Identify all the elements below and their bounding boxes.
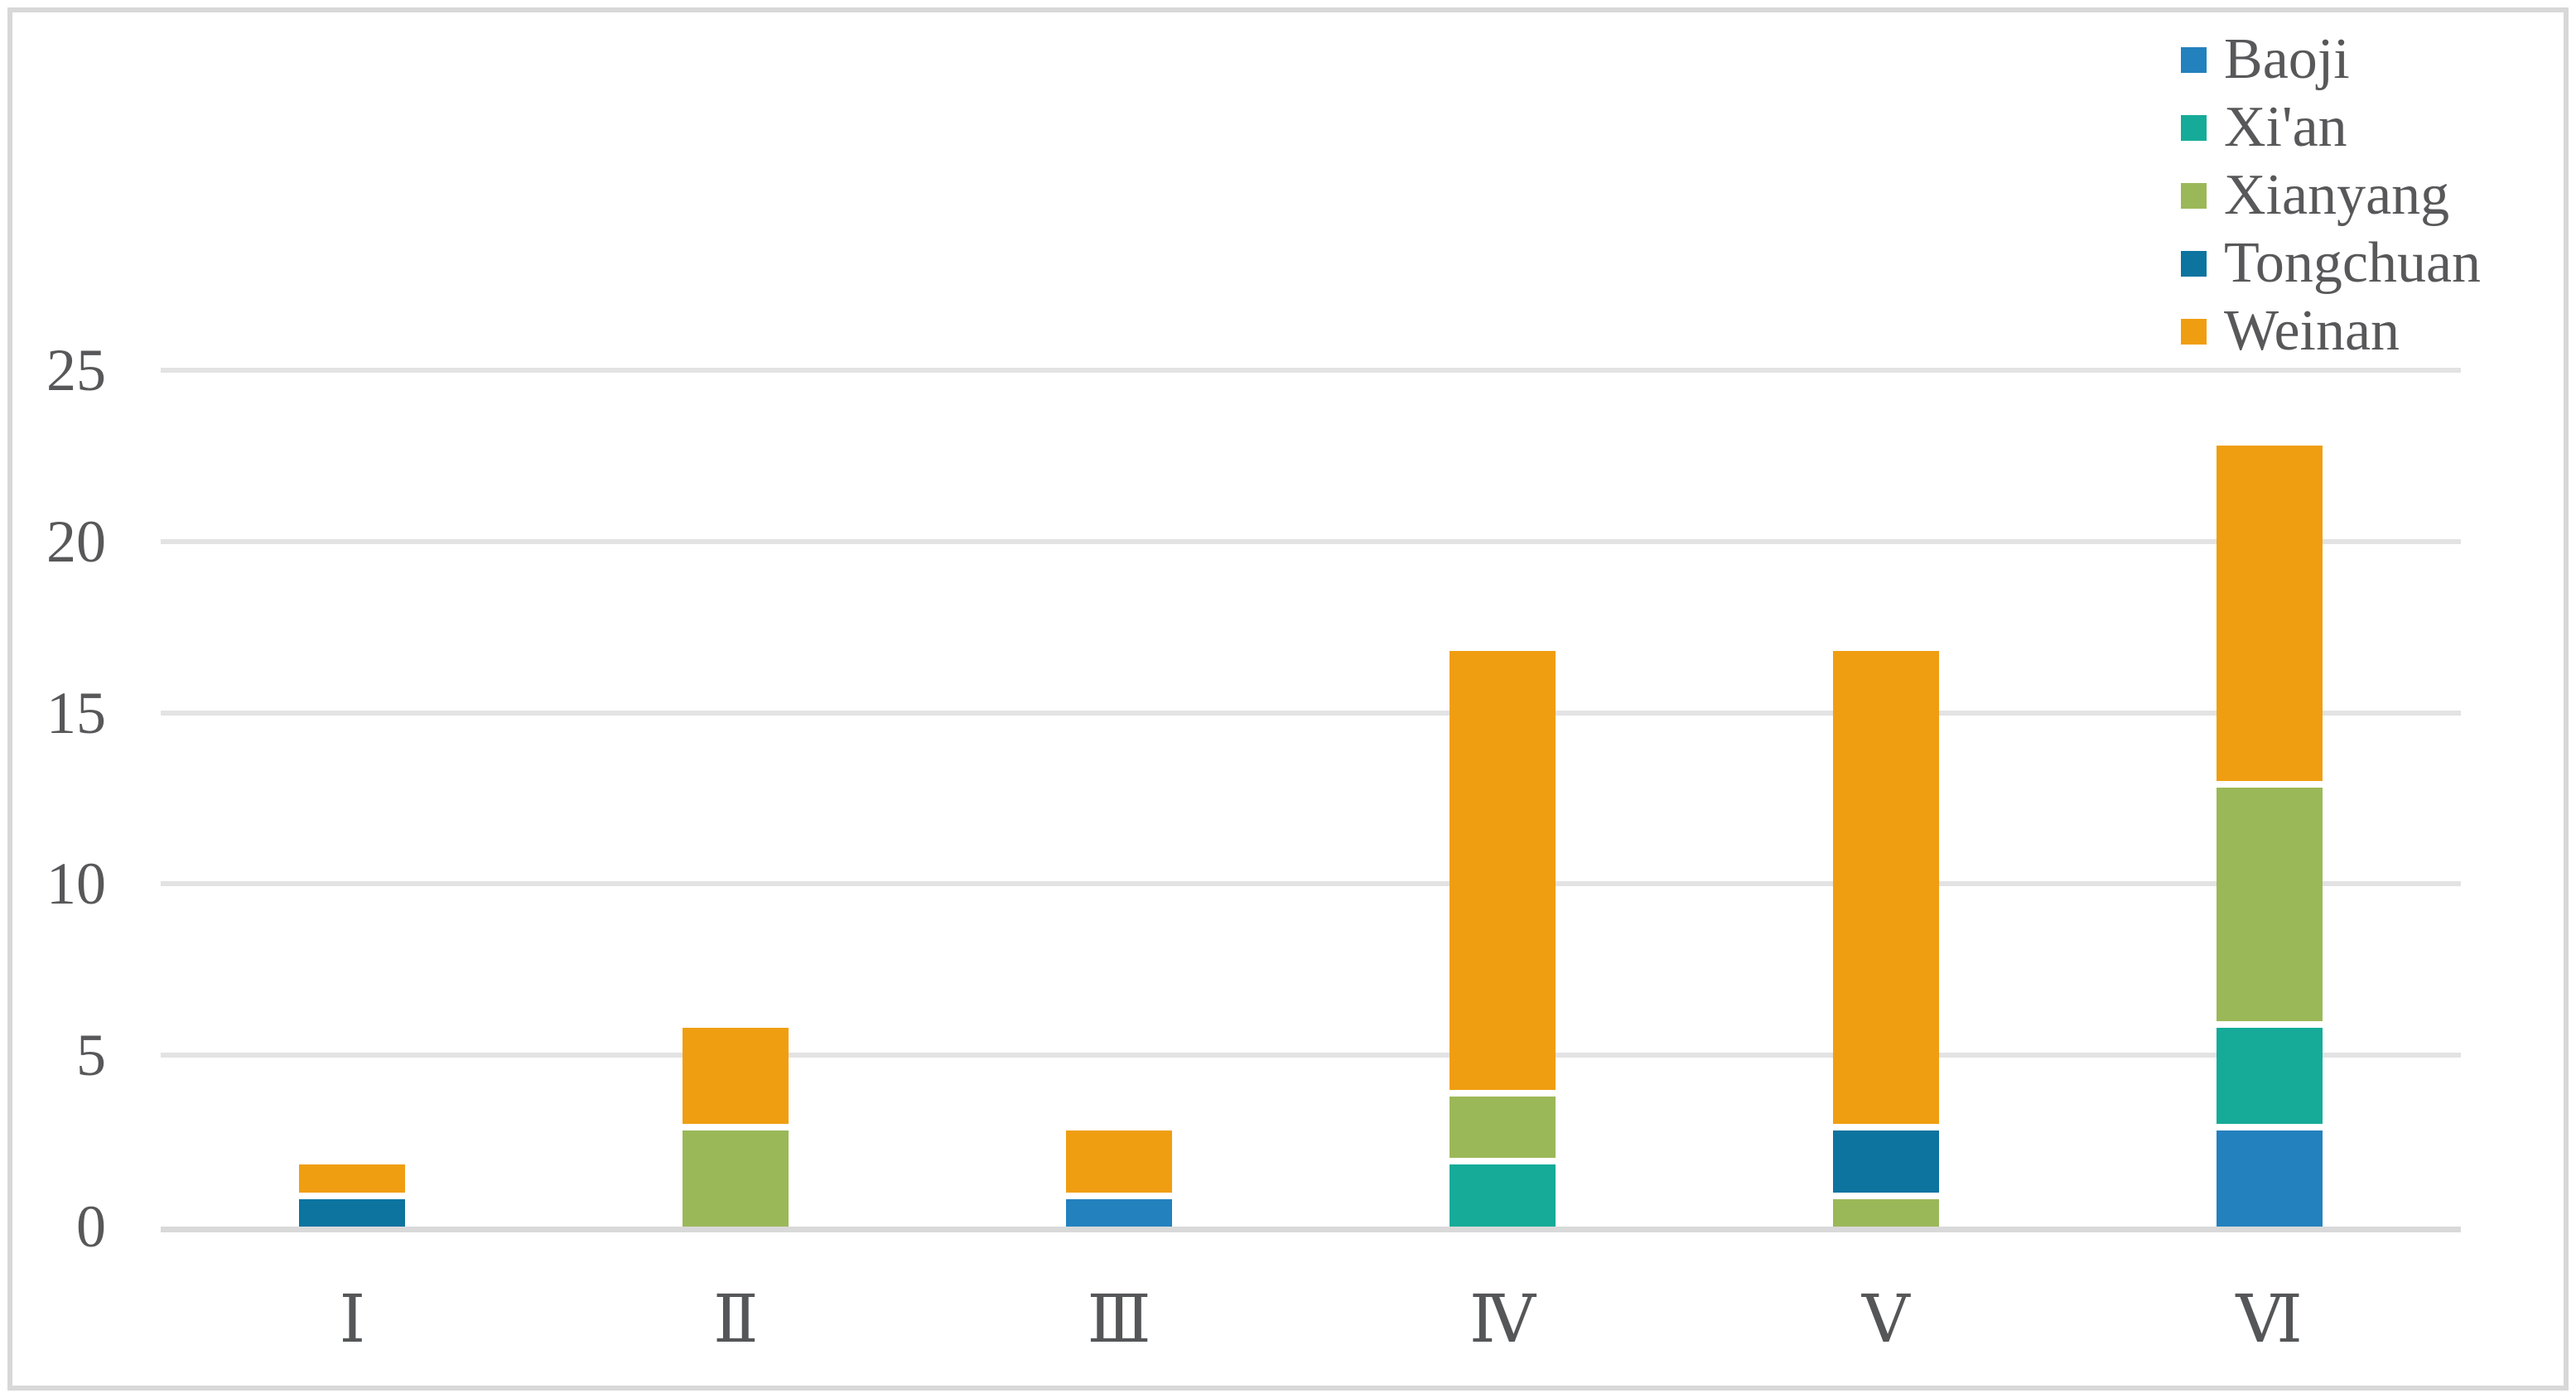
x-axis-label-cat6: Ⅵ [2236, 1280, 2303, 1357]
gridline-y10 [161, 881, 2461, 887]
legend-item-xian: Xi'an [2181, 94, 2481, 161]
x-axis-label-cat5: Ⅴ [1861, 1280, 1910, 1357]
x-axis-baseline [161, 1227, 2461, 1232]
x-axis-label-cat3: Ⅲ [1087, 1280, 1151, 1357]
bar-segment-weinan-cat4 [1449, 644, 1556, 1090]
y-axis-tick-label-15: 15 [46, 679, 106, 746]
legend-label-xian: Xi'an [2224, 95, 2347, 159]
x-axis-label-cat1: Ⅰ [339, 1280, 366, 1357]
legend-swatch-weinan [2181, 318, 2207, 345]
x-axis-label-cat2: Ⅱ [713, 1280, 759, 1357]
bar-segment-xian-cat6 [2216, 1020, 2323, 1124]
legend-item-baoji: Baoji [2181, 26, 2481, 94]
legend-item-weinan: Weinan [2181, 297, 2481, 365]
bar-segment-weinan-cat3 [1066, 1123, 1173, 1193]
legend-label-tongchuan: Tongchuan [2224, 231, 2482, 295]
legend-swatch-xianyang [2181, 182, 2207, 209]
legend-item-xianyang: Xianyang [2181, 161, 2481, 229]
y-axis-tick-label-10: 10 [46, 851, 106, 918]
bar-segment-tongchuan-cat5 [1832, 1123, 1939, 1193]
bar-segment-weinan-cat6 [2216, 438, 2323, 782]
bar-segment-xian-cat4 [1449, 1158, 1556, 1227]
legend-label-xianyang: Xianyang [2224, 163, 2450, 227]
bar-segment-baoji-cat6 [2216, 1123, 2323, 1227]
y-axis-tick-label-0: 0 [76, 1193, 106, 1260]
x-axis-label-cat4: Ⅳ [1469, 1280, 1536, 1357]
bar-segment-weinan-cat5 [1832, 644, 1939, 1124]
bar-segment-weinan-cat2 [683, 1020, 789, 1124]
gridline-y15 [161, 710, 2461, 716]
legend-swatch-tongchuan [2181, 250, 2207, 277]
bar-segment-xianyang-cat4 [1449, 1089, 1556, 1159]
chart-legend: Baoji Xi'an Xianyang Tongchuan Weinan [2181, 26, 2481, 365]
legend-swatch-baoji [2181, 46, 2207, 73]
gridline-y20 [161, 538, 2461, 544]
legend-label-weinan: Weinan [2224, 299, 2400, 363]
y-axis-tick-label-25: 25 [46, 337, 106, 403]
bar-segment-weinan-cat1 [299, 1158, 406, 1193]
bar-segment-xianyang-cat5 [1832, 1192, 1939, 1227]
gridline-y5 [161, 1053, 2461, 1058]
bar-segment-xianyang-cat2 [683, 1123, 789, 1227]
y-axis-tick-label-20: 20 [46, 508, 106, 575]
legend-item-tongchuan: Tongchuan [2181, 229, 2481, 297]
gridline-y25 [161, 368, 2461, 373]
bar-segment-tongchuan-cat1 [299, 1192, 406, 1227]
chart-frame-border [7, 7, 2569, 1391]
legend-label-baoji: Baoji [2224, 27, 2350, 91]
bar-segment-xianyang-cat6 [2216, 781, 2323, 1021]
y-axis-tick-label-5: 5 [76, 1022, 106, 1089]
legend-swatch-xian [2181, 114, 2207, 141]
bar-segment-baoji-cat3 [1066, 1192, 1173, 1227]
